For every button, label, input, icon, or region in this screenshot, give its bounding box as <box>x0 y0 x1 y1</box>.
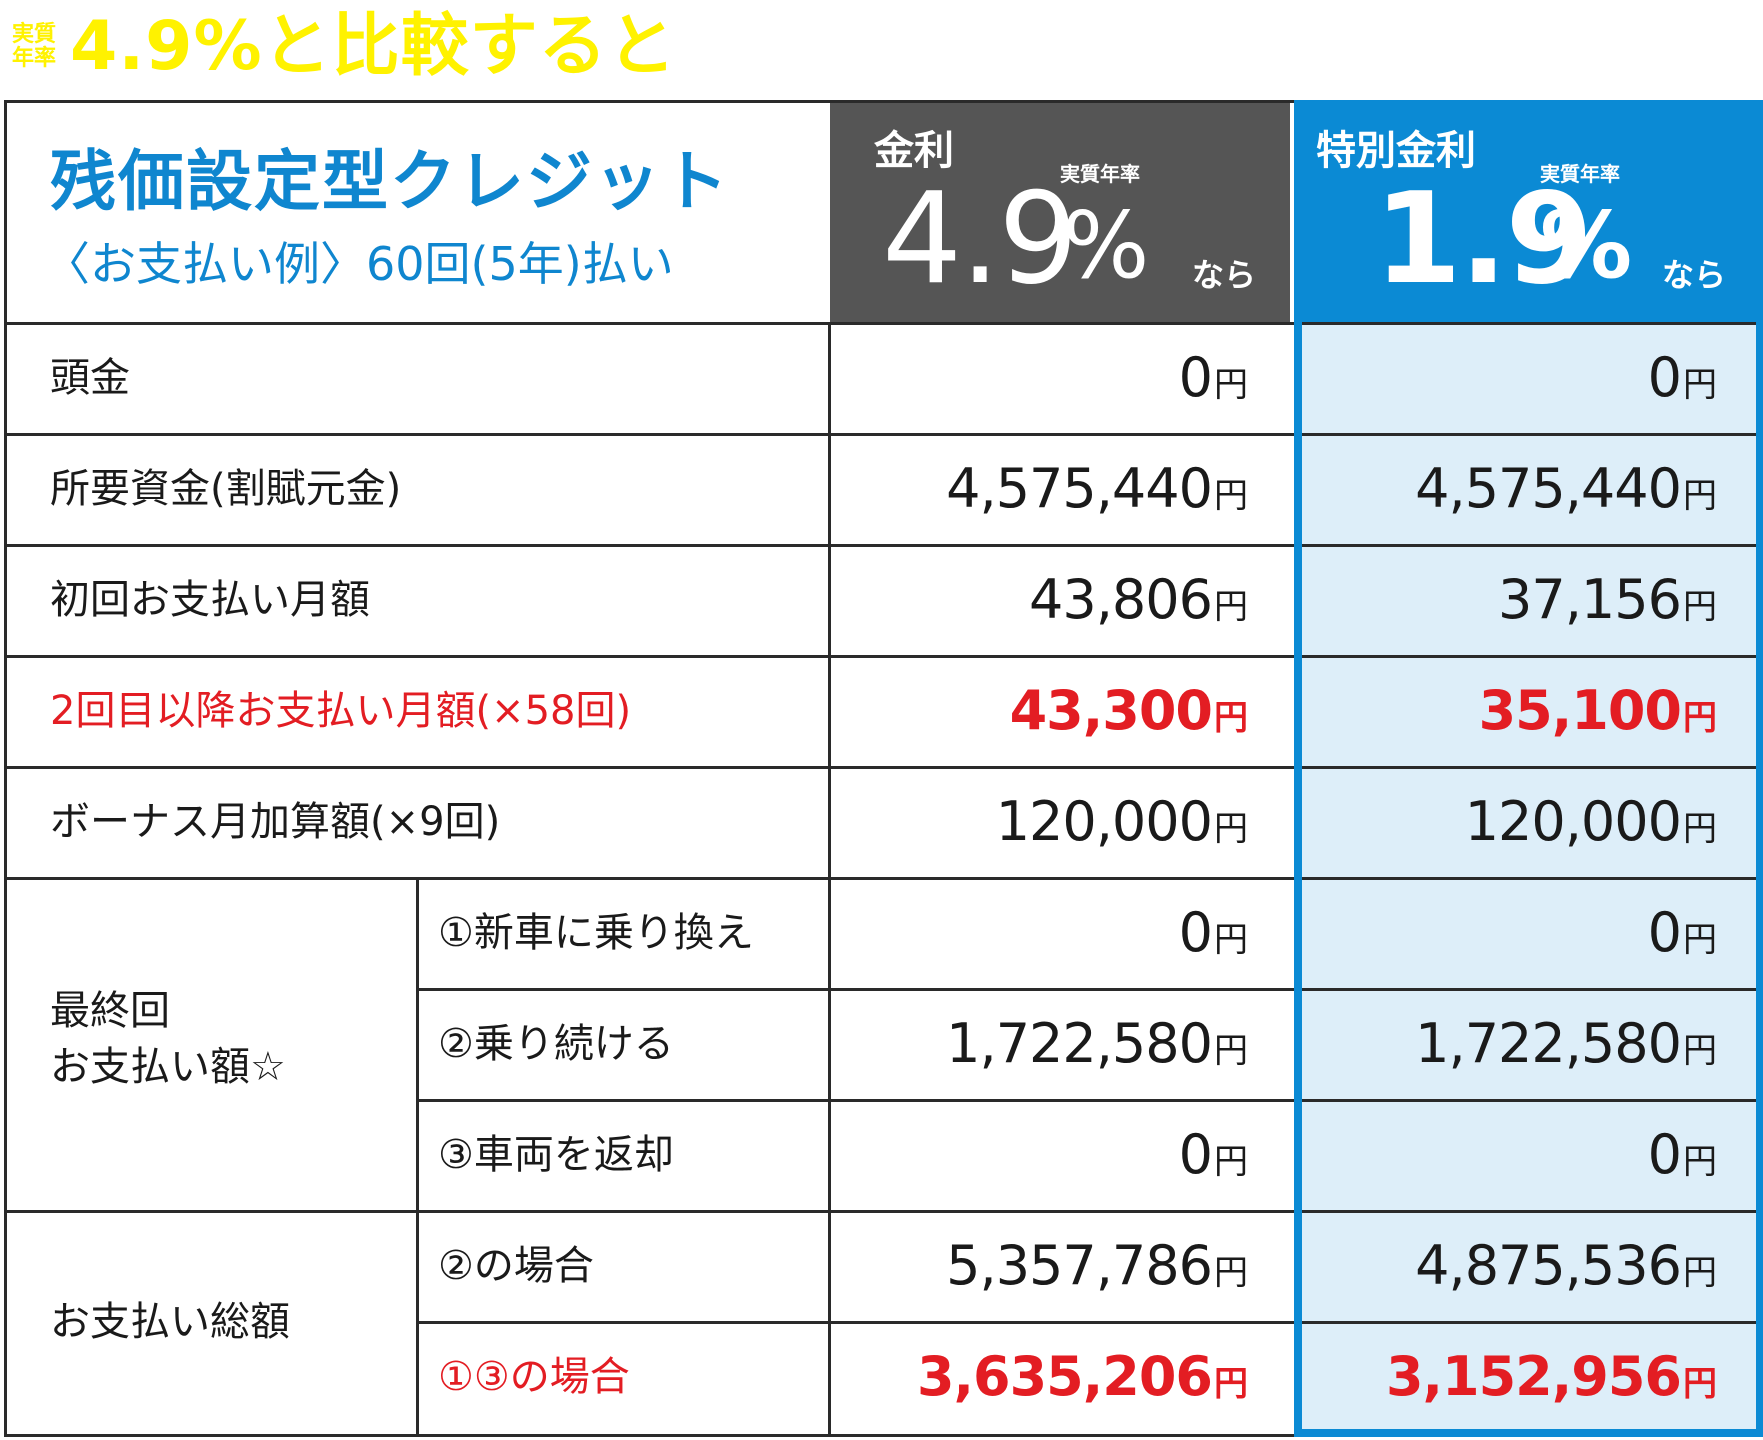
row-label-down-payment: 頭金 <box>50 355 130 401</box>
standard-rate-annual-note: 実質年率 <box>1060 162 1140 186</box>
grid-line <box>4 877 1761 880</box>
row-label-subsequent-monthly: 2回目以降お支払い月額(×58回) <box>50 688 632 734</box>
total-case-trade-or-return: ①③の場合 <box>438 1354 630 1400</box>
row-value-standard: 0円 <box>1178 901 1248 964</box>
grid-line <box>4 544 1761 547</box>
final-option-return: ③車両を返却 <box>438 1132 674 1178</box>
grid-line <box>4 433 1761 436</box>
row-value-special: 3,152,956円 <box>1385 1345 1717 1408</box>
standard-rate-percent: % <box>1062 192 1150 299</box>
top-banner: 実質 年率 4.9%と比較すると <box>12 8 677 86</box>
standard-rate-value: 4.9 <box>882 165 1078 312</box>
row-value-special: 120,000円 <box>1464 790 1717 853</box>
standard-rate-suffix: なら <box>1192 256 1257 294</box>
grid-line <box>416 877 419 1437</box>
grid-line <box>416 988 1761 991</box>
row-value-standard: 0円 <box>1178 346 1248 409</box>
special-rate-suffix: なら <box>1662 256 1727 294</box>
special-rate-label: 特別金利 <box>1316 128 1476 174</box>
special-rate-header: 特別金利 実質年率 1.9 % なら <box>1294 100 1763 324</box>
grid-line <box>4 766 1761 769</box>
banner-badge-line2: 年率 <box>12 46 57 71</box>
special-rate-annual-note: 実質年率 <box>1540 162 1620 186</box>
banner-badge: 実質 年率 <box>12 23 56 71</box>
row-value-special: 0円 <box>1647 346 1717 409</box>
grid-line <box>828 322 831 1437</box>
grid-line <box>416 1099 1761 1102</box>
row-value-standard: 4,575,440円 <box>946 457 1248 520</box>
row-label-first-monthly: 初回お支払い月額 <box>50 577 370 623</box>
special-rate-value: 1.9 <box>1374 165 1593 312</box>
table-subtitle: 〈お支払い例〉60回(5年)払い <box>44 237 674 291</box>
special-rate-percent: % <box>1540 192 1633 299</box>
grid-line <box>416 1321 1761 1324</box>
banner-badge-line1: 実質 <box>12 22 57 47</box>
row-value-standard: 43,300円 <box>1009 679 1248 742</box>
grid-line <box>4 655 1761 658</box>
row-value-special: 4,575,440円 <box>1415 457 1717 520</box>
row-value-standard: 43,806円 <box>1029 568 1248 631</box>
final-option-keep: ②乗り続ける <box>438 1021 674 1067</box>
row-value-standard: 1,722,580円 <box>946 1012 1248 1075</box>
row-value-special: 1,722,580円 <box>1415 1012 1717 1075</box>
row-value-special: 0円 <box>1647 1123 1717 1186</box>
grid-line <box>4 1434 1761 1437</box>
final-payment-label: 最終回 お支払い額☆ <box>50 988 286 1090</box>
grid-line <box>4 1210 1761 1213</box>
row-value-special: 0円 <box>1647 901 1717 964</box>
row-value-standard: 5,357,786円 <box>946 1234 1248 1297</box>
banner-title: 4.9%と比較すると <box>70 7 677 86</box>
row-value-special: 35,100円 <box>1478 679 1717 742</box>
payment-comparison-table: 金利 実質年率 4.9 % なら 特別金利 実質年率 1.9 % なら 残価設定… <box>4 100 1763 1437</box>
table-title: 残価設定型クレジット <box>50 143 730 220</box>
final-option-trade-in: ①新車に乗り換え <box>438 910 754 956</box>
row-value-standard: 120,000円 <box>995 790 1248 853</box>
grid-line <box>4 100 1294 103</box>
row-value-special: 4,875,536円 <box>1415 1234 1717 1297</box>
special-rate-column-border <box>1294 100 1763 1437</box>
row-value-standard: 0円 <box>1178 1123 1248 1186</box>
grid-line <box>4 100 7 1437</box>
total-case-keep: ②の場合 <box>438 1243 594 1289</box>
standard-rate-header: 金利 実質年率 4.9 % なら <box>830 100 1290 324</box>
row-value-standard: 3,635,206円 <box>916 1345 1248 1408</box>
row-label-required-funds: 所要資金(割賦元金) <box>50 466 402 512</box>
row-label-bonus-addition: ボーナス月加算額(×9回) <box>50 799 501 845</box>
standard-rate-label: 金利 <box>874 128 954 174</box>
grid-line <box>4 322 1761 325</box>
total-payment-label: お支払い総額 <box>50 1299 290 1345</box>
row-value-special: 37,156円 <box>1498 568 1717 631</box>
